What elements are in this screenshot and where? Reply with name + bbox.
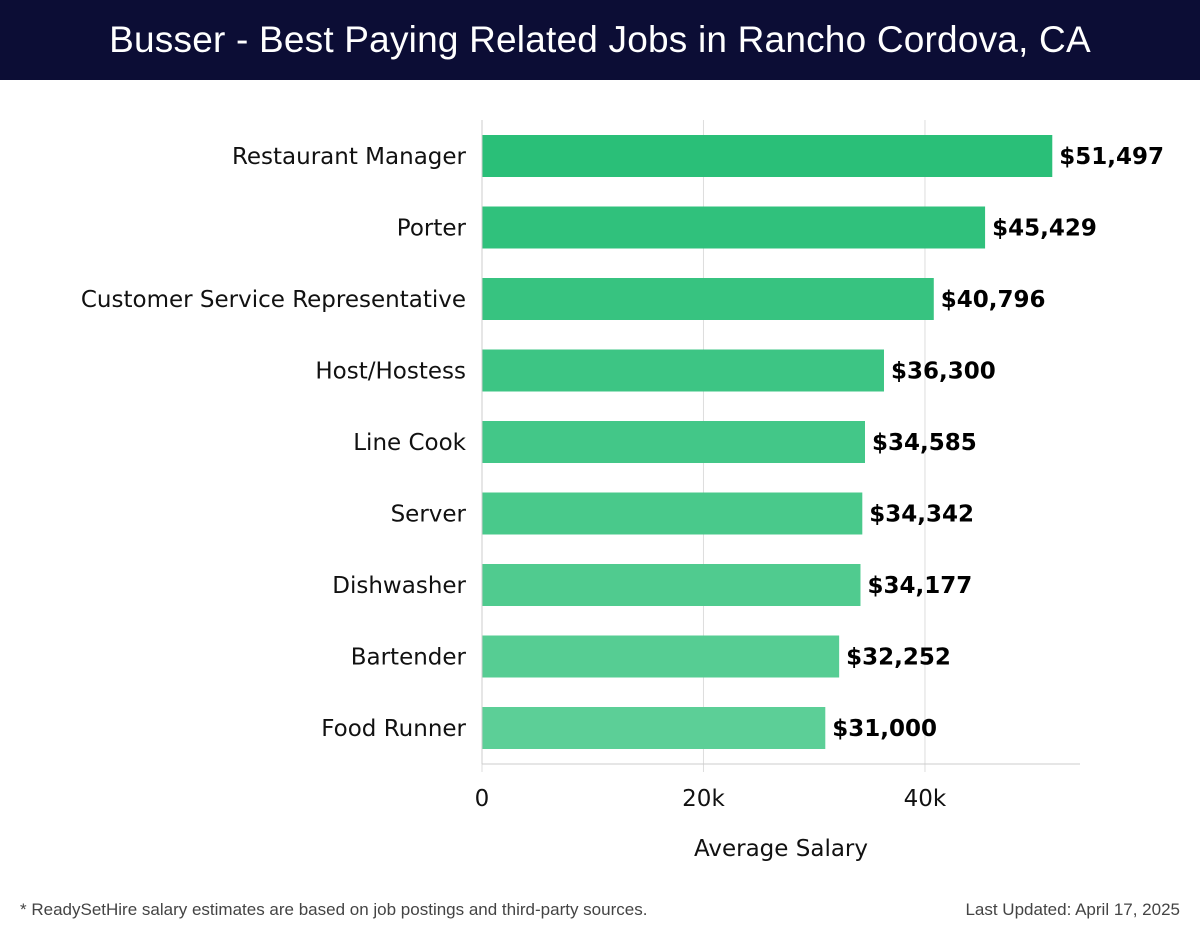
labels-layer: Restaurant Manager $51,497 Porter $45,429 Cu… bbox=[81, 144, 1164, 742]
value-label: $40,796 bbox=[941, 287, 1046, 313]
bar bbox=[482, 349, 884, 392]
category-label: Food Runner bbox=[321, 716, 466, 742]
category-label: Porter bbox=[397, 216, 467, 242]
value-label: $34,585 bbox=[872, 430, 977, 456]
bar bbox=[482, 135, 1053, 177]
category-label: Restaurant Manager bbox=[232, 144, 467, 170]
value-label: $32,252 bbox=[846, 645, 951, 671]
bar bbox=[482, 278, 934, 320]
footer-note: * ReadySetHire salary estimates are base… bbox=[20, 900, 648, 919]
x-axis-label: Average Salary bbox=[694, 836, 868, 862]
bars-layer bbox=[482, 135, 1053, 749]
category-label: Host/Hostess bbox=[315, 359, 466, 385]
axis-layer: 0 20k 40k Average Salary bbox=[475, 120, 1080, 862]
value-label: $45,429 bbox=[992, 216, 1097, 242]
category-label: Dishwasher bbox=[332, 573, 466, 599]
value-label: $51,497 bbox=[1059, 144, 1164, 170]
x-tick-label: 20k bbox=[682, 786, 725, 812]
category-label: Server bbox=[391, 502, 467, 528]
salary-bar-chart: Restaurant Manager $51,497 Porter $45,429 Cu… bbox=[81, 120, 1164, 862]
bar bbox=[482, 564, 861, 606]
bar bbox=[482, 421, 865, 463]
category-label: Customer Service Representative bbox=[81, 287, 466, 313]
bar bbox=[482, 492, 863, 535]
title-bar: Busser - Best Paying Related Jobs in Ran… bbox=[0, 0, 1200, 80]
last-updated: Last Updated: April 17, 2025 bbox=[965, 900, 1180, 919]
value-label: $31,000 bbox=[832, 716, 937, 742]
category-label: Line Cook bbox=[353, 430, 466, 456]
value-label: $36,300 bbox=[891, 359, 996, 385]
chart-title: Busser - Best Paying Related Jobs in Ran… bbox=[109, 19, 1091, 60]
bar bbox=[482, 635, 840, 678]
bar bbox=[482, 206, 986, 249]
value-label: $34,177 bbox=[867, 573, 972, 599]
x-tick-label: 0 bbox=[475, 786, 490, 812]
value-label: $34,342 bbox=[869, 502, 974, 528]
x-tick-label: 40k bbox=[904, 786, 947, 812]
bar bbox=[482, 707, 826, 749]
category-label: Bartender bbox=[351, 645, 467, 671]
